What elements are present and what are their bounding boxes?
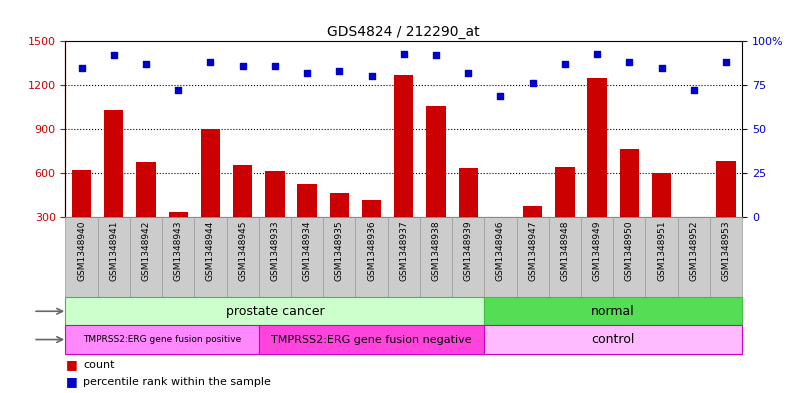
Bar <box>233 165 252 217</box>
Text: GSM1348947: GSM1348947 <box>528 220 537 281</box>
Point <box>236 62 249 69</box>
Bar <box>549 217 581 297</box>
Text: GSM1348951: GSM1348951 <box>657 220 666 281</box>
Bar <box>104 110 124 217</box>
Bar <box>523 206 543 217</box>
Text: GSM1348952: GSM1348952 <box>689 220 698 281</box>
Text: GSM1348938: GSM1348938 <box>432 220 440 281</box>
Bar <box>459 168 478 217</box>
Bar <box>355 217 388 297</box>
Bar <box>227 217 259 297</box>
Bar <box>452 217 484 297</box>
Bar <box>581 217 613 297</box>
Bar <box>426 106 445 217</box>
Point <box>655 64 668 71</box>
Point <box>75 64 88 71</box>
Bar <box>555 167 575 217</box>
Bar <box>620 149 639 217</box>
Text: TMPRSS2:ERG gene fusion positive: TMPRSS2:ERG gene fusion positive <box>83 335 241 344</box>
Text: GSM1348940: GSM1348940 <box>77 220 86 281</box>
Point <box>527 80 539 86</box>
Text: GSM1348942: GSM1348942 <box>141 220 151 281</box>
Text: GSM1348943: GSM1348943 <box>174 220 183 281</box>
Text: GSM1348935: GSM1348935 <box>335 220 344 281</box>
Bar <box>168 212 188 217</box>
Bar <box>65 217 97 297</box>
Text: GSM1348944: GSM1348944 <box>206 220 215 281</box>
Point <box>720 59 733 66</box>
Text: ■: ■ <box>65 375 77 389</box>
Bar <box>97 217 130 297</box>
Bar <box>259 217 291 297</box>
Text: GSM1348939: GSM1348939 <box>464 220 472 281</box>
Text: GSM1348946: GSM1348946 <box>496 220 505 281</box>
Bar <box>65 325 259 354</box>
Bar <box>323 217 355 297</box>
Text: TMPRSS2:ERG gene fusion negative: TMPRSS2:ERG gene fusion negative <box>271 334 472 345</box>
Text: prostate cancer: prostate cancer <box>226 305 324 318</box>
Bar <box>136 162 156 217</box>
Point <box>172 87 184 94</box>
Text: GSM1348937: GSM1348937 <box>399 220 409 281</box>
Bar <box>613 217 646 297</box>
Bar <box>420 217 452 297</box>
Bar <box>291 217 323 297</box>
Point <box>462 70 475 76</box>
Text: control: control <box>591 333 635 346</box>
Bar <box>388 217 420 297</box>
Bar <box>259 325 484 354</box>
Bar <box>710 217 742 297</box>
Point <box>494 92 507 99</box>
Bar <box>484 325 742 354</box>
Point <box>591 50 603 57</box>
Text: GSM1348948: GSM1348948 <box>560 220 570 281</box>
Bar <box>491 217 510 231</box>
Text: GSM1348953: GSM1348953 <box>721 220 730 281</box>
Point <box>365 73 378 79</box>
Bar <box>646 217 678 297</box>
Title: GDS4824 / 212290_at: GDS4824 / 212290_at <box>327 25 480 39</box>
Bar <box>587 78 606 217</box>
Point <box>397 50 410 57</box>
Point <box>268 62 281 69</box>
Bar <box>394 75 413 217</box>
Bar <box>195 217 227 297</box>
Bar <box>678 217 710 297</box>
Point <box>559 61 571 67</box>
Bar <box>717 161 736 217</box>
Point <box>623 59 636 66</box>
Text: normal: normal <box>591 305 635 318</box>
Bar <box>652 173 671 217</box>
Text: GSM1348934: GSM1348934 <box>302 220 311 281</box>
Point <box>140 61 152 67</box>
Bar <box>484 217 516 297</box>
Bar <box>516 217 549 297</box>
Point <box>204 59 217 66</box>
Point <box>687 87 700 94</box>
Text: GSM1348949: GSM1348949 <box>593 220 602 281</box>
Point <box>429 52 442 59</box>
Bar <box>484 297 742 325</box>
Bar <box>65 297 484 325</box>
Point <box>108 52 120 59</box>
Bar <box>130 217 162 297</box>
Text: GSM1348933: GSM1348933 <box>271 220 279 281</box>
Text: GSM1348941: GSM1348941 <box>109 220 118 281</box>
Bar <box>362 200 381 217</box>
Text: percentile rank within the sample: percentile rank within the sample <box>83 377 271 387</box>
Bar <box>201 129 220 217</box>
Point <box>301 70 314 76</box>
Text: ■: ■ <box>65 358 77 371</box>
Bar <box>72 170 91 217</box>
Bar <box>330 193 349 217</box>
Bar <box>265 171 285 217</box>
Bar <box>298 184 317 217</box>
Text: count: count <box>83 360 114 370</box>
Text: GSM1348950: GSM1348950 <box>625 220 634 281</box>
Text: GSM1348936: GSM1348936 <box>367 220 376 281</box>
Bar <box>162 217 195 297</box>
Point <box>333 68 346 74</box>
Text: GSM1348945: GSM1348945 <box>238 220 247 281</box>
